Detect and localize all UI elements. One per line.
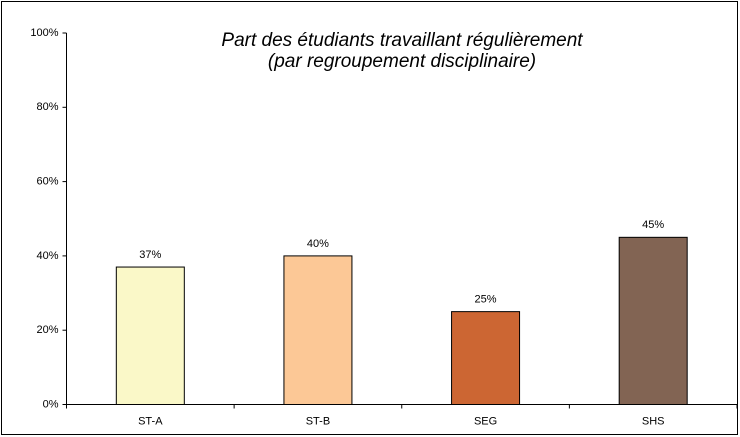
y-tick-label: 100%	[30, 27, 58, 39]
data-label: 37%	[139, 249, 161, 261]
bar	[115, 266, 185, 406]
chart-title: Part des étudiants travaillant régulière…	[221, 30, 583, 51]
y-tick-label: 0%	[43, 398, 59, 410]
bar	[618, 236, 688, 405]
y-tick-label: 60%	[36, 176, 58, 188]
x-tick-label: SHS	[642, 415, 665, 427]
chart-subtitle: (par regroupement disciplinaire)	[268, 51, 536, 72]
y-tick-label: 80%	[36, 101, 58, 113]
x-tick-label: SEG	[474, 415, 497, 427]
bar	[451, 311, 521, 405]
data-label: 45%	[642, 219, 664, 231]
y-tick-label: 20%	[36, 324, 58, 336]
bar	[283, 255, 353, 405]
data-label: 25%	[475, 294, 497, 306]
x-tick-label: ST-B	[306, 415, 330, 427]
data-label: 40%	[307, 238, 329, 250]
x-tick-label: ST-A	[138, 415, 163, 427]
y-tick-label: 40%	[36, 250, 58, 262]
